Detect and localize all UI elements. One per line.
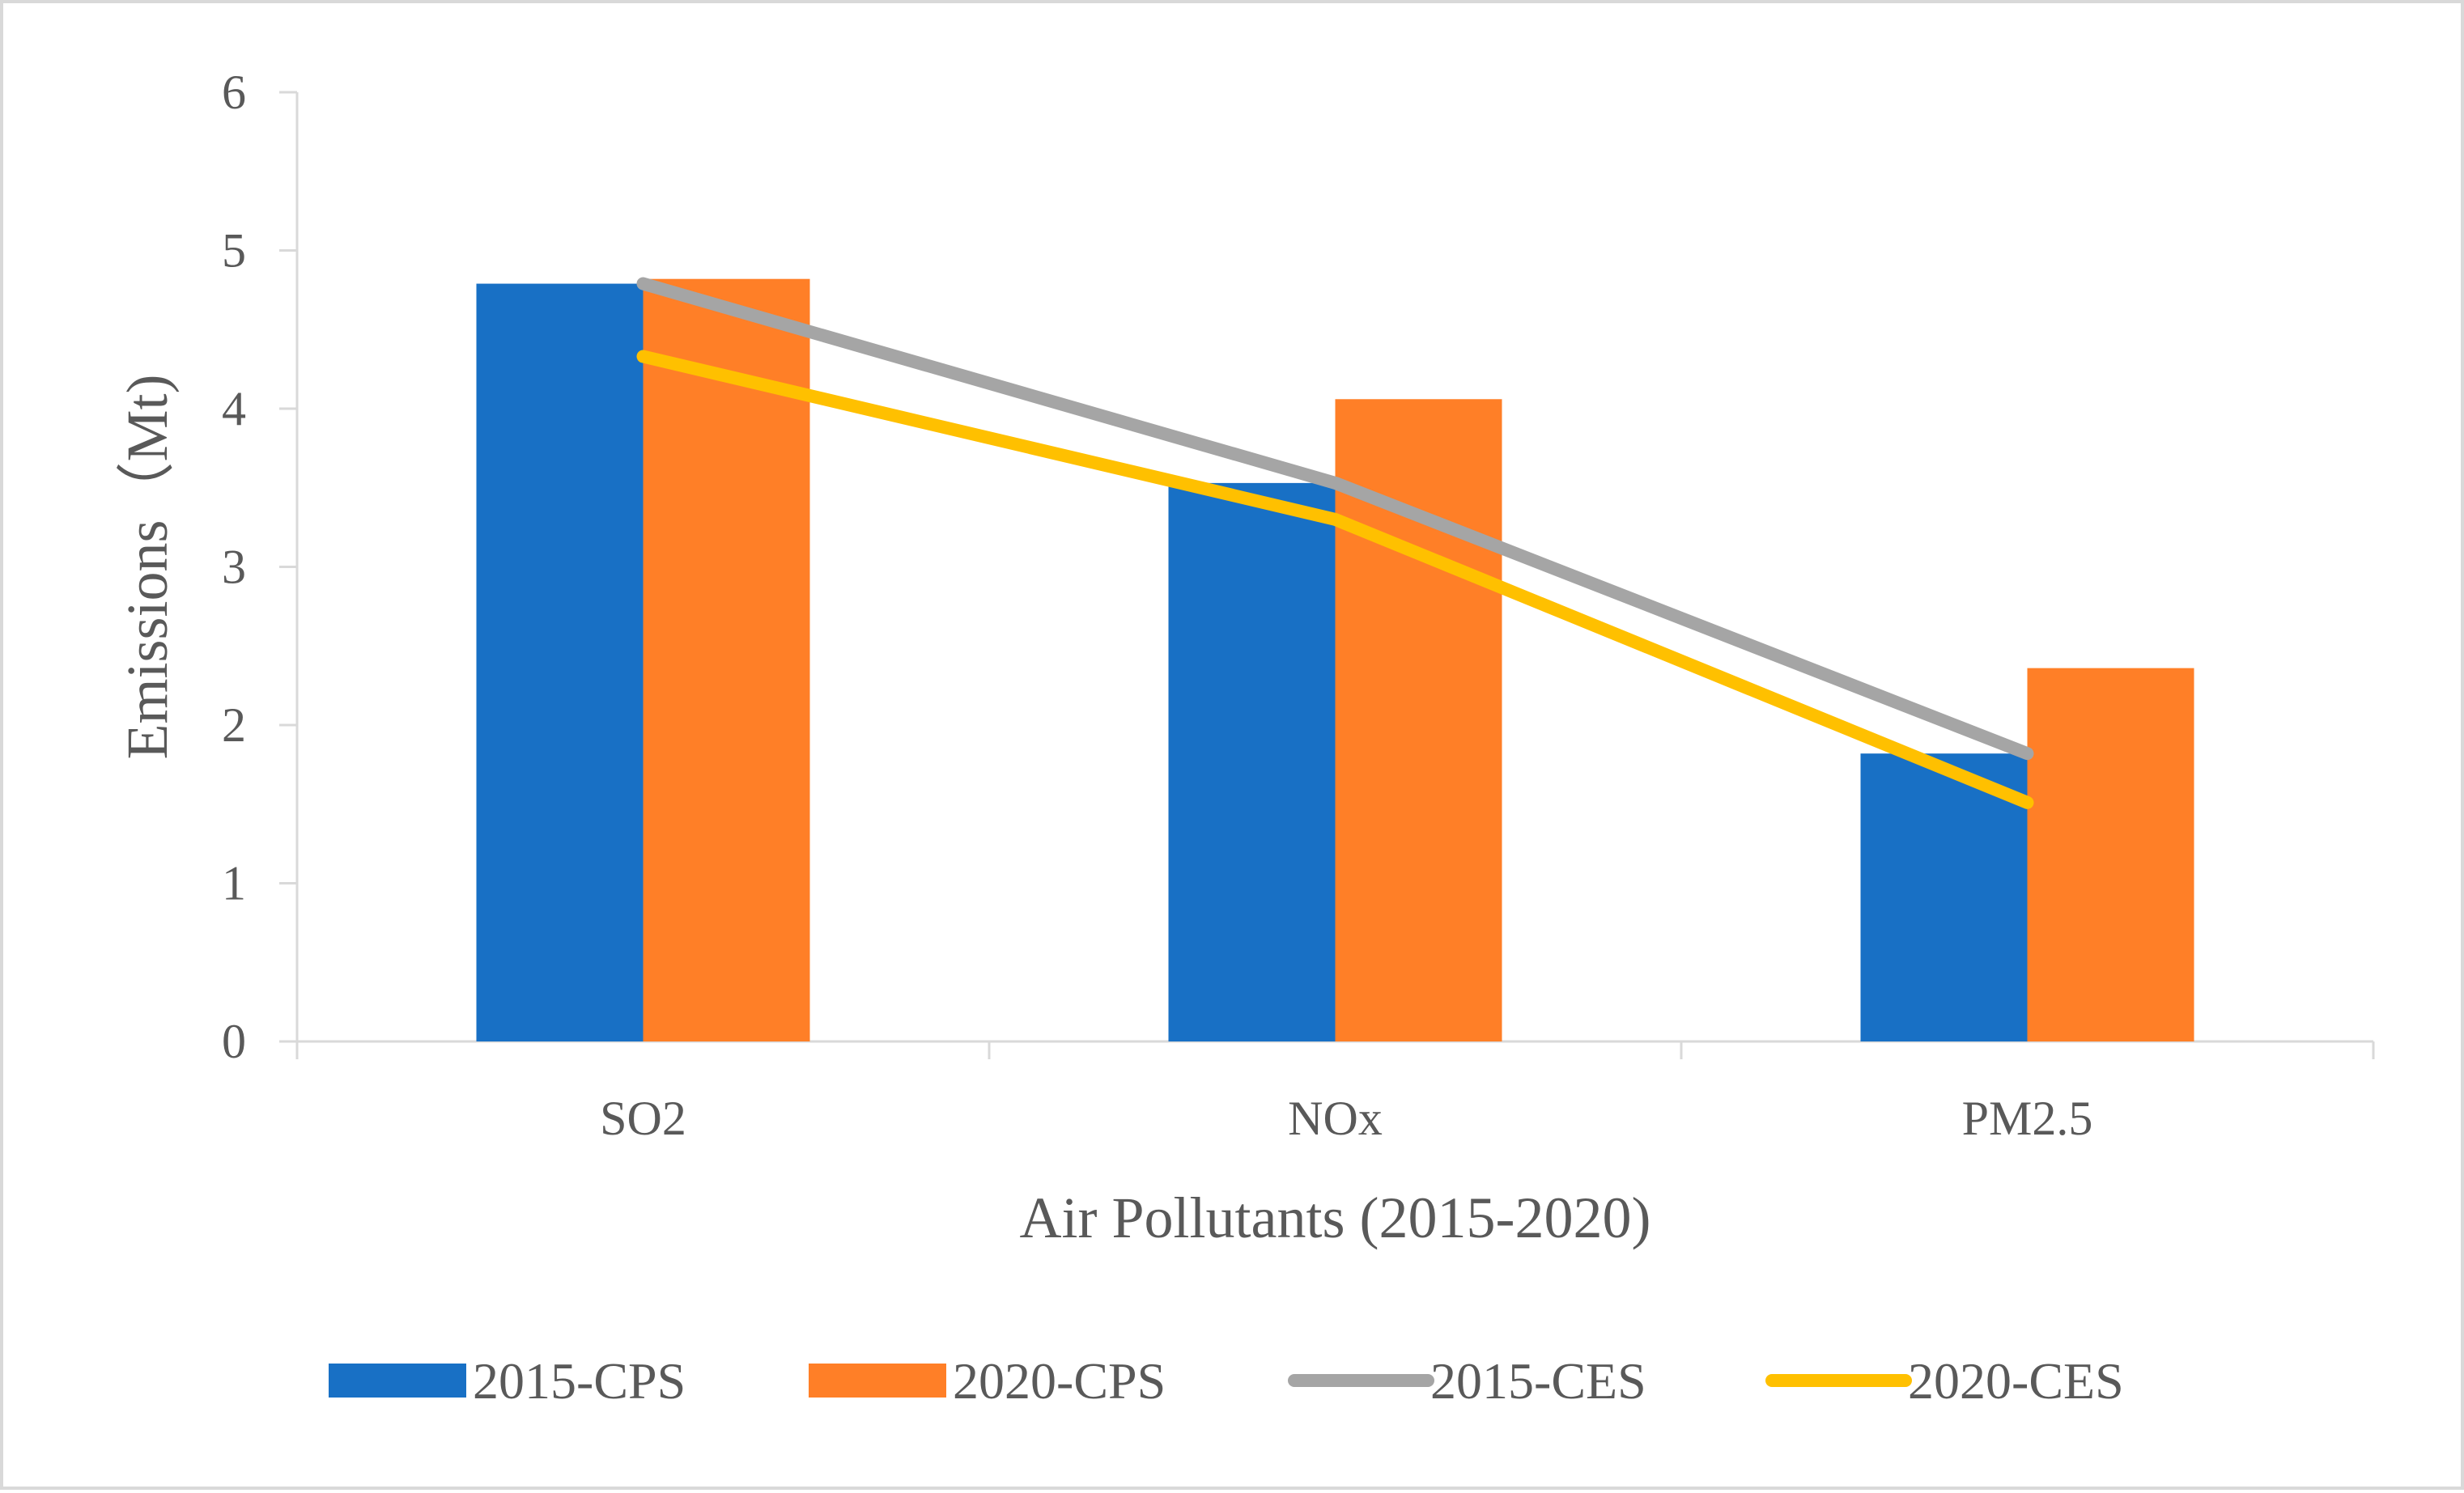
line-2020-CES bbox=[636, 350, 2034, 809]
chart: 0 1 2 3 4 5 6 SO2 NOx PM2.5 Air Pollutants (2015-2… bbox=[115, 66, 2375, 1410]
legend-label-2015-CES: 2015-CES bbox=[1430, 1352, 1646, 1410]
y-tick-label: 1 bbox=[222, 857, 246, 910]
bars bbox=[476, 278, 2194, 1041]
y-tick-label: 2 bbox=[222, 698, 246, 752]
bar-2020-CPS-NOx bbox=[1335, 399, 1502, 1041]
x-category-label: NOx bbox=[1288, 1092, 1383, 1145]
bar-2020-CPS-SO2 bbox=[643, 278, 810, 1041]
legend: 2015-CPS 2020-CPS 2015-CES 2020-CES bbox=[329, 1352, 2124, 1410]
legend-label-2020-CPS: 2020-CPS bbox=[953, 1352, 1166, 1410]
y-tick-label: 3 bbox=[222, 541, 246, 594]
bar-2015-CPS-PM2.5 bbox=[1860, 753, 2028, 1041]
labels: 0 1 2 3 4 5 6 SO2 NOx PM2.5 Air Pollutants (2015-2… bbox=[115, 66, 2092, 1250]
y-tick-label: 5 bbox=[222, 224, 246, 278]
x-category-label: PM2.5 bbox=[1962, 1092, 2093, 1145]
legend-label-2020-CES: 2020-CES bbox=[1908, 1352, 2124, 1410]
y-tick-label: 0 bbox=[222, 1015, 246, 1068]
line-2015-CES bbox=[636, 277, 2034, 761]
legend-swatch-2015-CPS bbox=[329, 1364, 466, 1398]
legend-label-2015-CPS: 2015-CPS bbox=[473, 1352, 686, 1410]
legend-swatch-2020-CPS bbox=[809, 1364, 946, 1398]
x-category-label: SO2 bbox=[600, 1092, 686, 1145]
bar-2015-CPS-NOx bbox=[1168, 482, 1336, 1041]
y-axis-title: Emissions（Mt) bbox=[115, 374, 180, 759]
y-tick-label: 6 bbox=[222, 66, 246, 119]
lines bbox=[636, 277, 2034, 809]
x-axis-title: Air Pollutants (2015-2020) bbox=[1020, 1185, 1651, 1250]
bar-2020-CPS-PM2.5 bbox=[2027, 668, 2194, 1041]
y-tick-label: 4 bbox=[222, 382, 246, 435]
bar-2015-CPS-SO2 bbox=[476, 283, 644, 1041]
